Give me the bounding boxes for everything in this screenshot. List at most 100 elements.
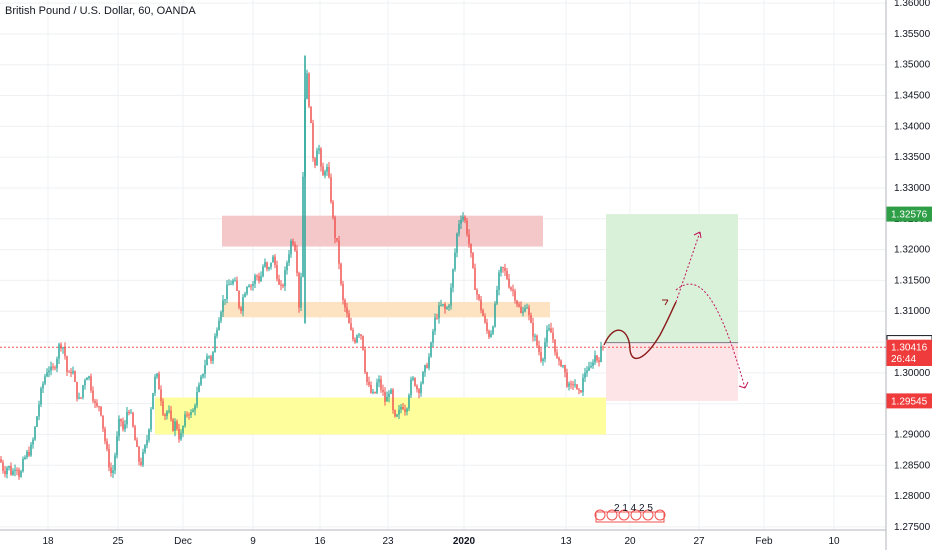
candle-body: [590, 365, 592, 368]
candle-body: [392, 389, 394, 411]
wave-circle: [594, 509, 606, 521]
x-tick-label: 16: [314, 536, 326, 547]
candle-body: [592, 362, 594, 366]
candle-body: [104, 428, 106, 442]
candle-body: [84, 380, 86, 386]
candle-body: [270, 262, 272, 268]
candle-body: [190, 412, 192, 416]
candle-body: [458, 223, 460, 234]
candle-body: [122, 421, 124, 430]
candle-body: [312, 122, 314, 159]
candle-body: [512, 289, 514, 292]
candle-body: [138, 446, 140, 462]
candle-body: [80, 397, 82, 399]
candle-body: [282, 285, 284, 287]
candle-body: [406, 408, 408, 412]
candle-body: [370, 384, 372, 393]
candle-body: [142, 452, 144, 465]
candle-body: [60, 344, 62, 349]
candle-body: [552, 332, 554, 340]
candle-body: [170, 410, 172, 420]
candle-body: [14, 469, 16, 471]
candle-body: [546, 330, 548, 343]
candle-body: [272, 256, 274, 263]
candle-body: [490, 333, 492, 337]
candle-body: [570, 383, 572, 385]
projection-path: [603, 301, 677, 360]
candle-body: [586, 370, 588, 373]
projection-down-path: [675, 283, 746, 389]
candle-body: [72, 371, 74, 374]
candle-body: [40, 388, 42, 405]
candle-body: [216, 330, 218, 336]
candle-body: [398, 409, 400, 415]
candle-body: [34, 426, 36, 440]
price-tag: [886, 393, 932, 409]
candle-body: [106, 441, 108, 449]
candle-body: [566, 372, 568, 387]
candle-body: [450, 287, 452, 306]
wave-circle: [606, 509, 618, 521]
price-tag-label: 1.32576: [891, 210, 928, 221]
candle-body: [300, 276, 302, 308]
candle-body: [166, 411, 168, 416]
candle-body: [558, 357, 560, 361]
candle-body: [254, 275, 256, 284]
candle-body: [422, 372, 424, 384]
candle-body: [178, 428, 180, 440]
candle-body: [600, 346, 602, 362]
candle-body: [108, 448, 110, 468]
candle-body: [292, 240, 294, 245]
candle-body: [132, 412, 134, 427]
projection-arrow-head: [662, 299, 669, 306]
candle-body: [24, 457, 26, 459]
candle-body: [336, 238, 338, 241]
x-tick-label: Feb: [755, 536, 773, 547]
wave-circle: [618, 509, 630, 521]
position-stop-zone: [606, 342, 738, 401]
candle-body: [230, 283, 232, 285]
candle-body: [496, 289, 498, 304]
candle-body: [82, 385, 84, 398]
candle-body: [284, 270, 286, 287]
candle-body: [94, 400, 96, 403]
y-tick-label: 1.31500: [894, 275, 931, 286]
wave-label-box: [595, 511, 665, 523]
candle-body: [596, 355, 598, 361]
x-tick-label: 18: [42, 536, 54, 547]
zone-resistance: [222, 215, 543, 247]
candle-body: [238, 290, 240, 308]
candle-body: [506, 270, 508, 279]
candle-body: [8, 466, 10, 468]
candle-body: [550, 328, 552, 333]
candle-body: [78, 397, 80, 399]
candle-body: [116, 436, 118, 456]
candle-body: [226, 284, 228, 300]
candle-body: [224, 299, 226, 301]
candle-body: [22, 458, 24, 472]
candle-body: [426, 365, 428, 368]
candle-body: [382, 389, 384, 392]
y-tick-label: 1.34000: [894, 121, 931, 132]
candle-body: [542, 359, 544, 361]
candle-body: [76, 381, 78, 399]
x-tick-label: 10: [828, 536, 840, 547]
candle-body: [374, 391, 376, 394]
candle-body: [218, 320, 220, 331]
candle-body: [540, 352, 542, 361]
candle-body: [52, 366, 54, 368]
candle-body: [384, 391, 386, 402]
candle-body: [150, 409, 152, 430]
candle-body: [118, 418, 120, 437]
candle-body: [146, 439, 148, 446]
candle-body: [584, 372, 586, 378]
candle-body: [158, 373, 160, 390]
candle-body: [350, 323, 352, 330]
candle-body: [68, 371, 70, 373]
wave-labels: 2 1 4 2 5: [594, 503, 666, 523]
candle-body: [182, 425, 184, 434]
candle-body: [464, 216, 466, 221]
candle-body: [396, 414, 398, 417]
